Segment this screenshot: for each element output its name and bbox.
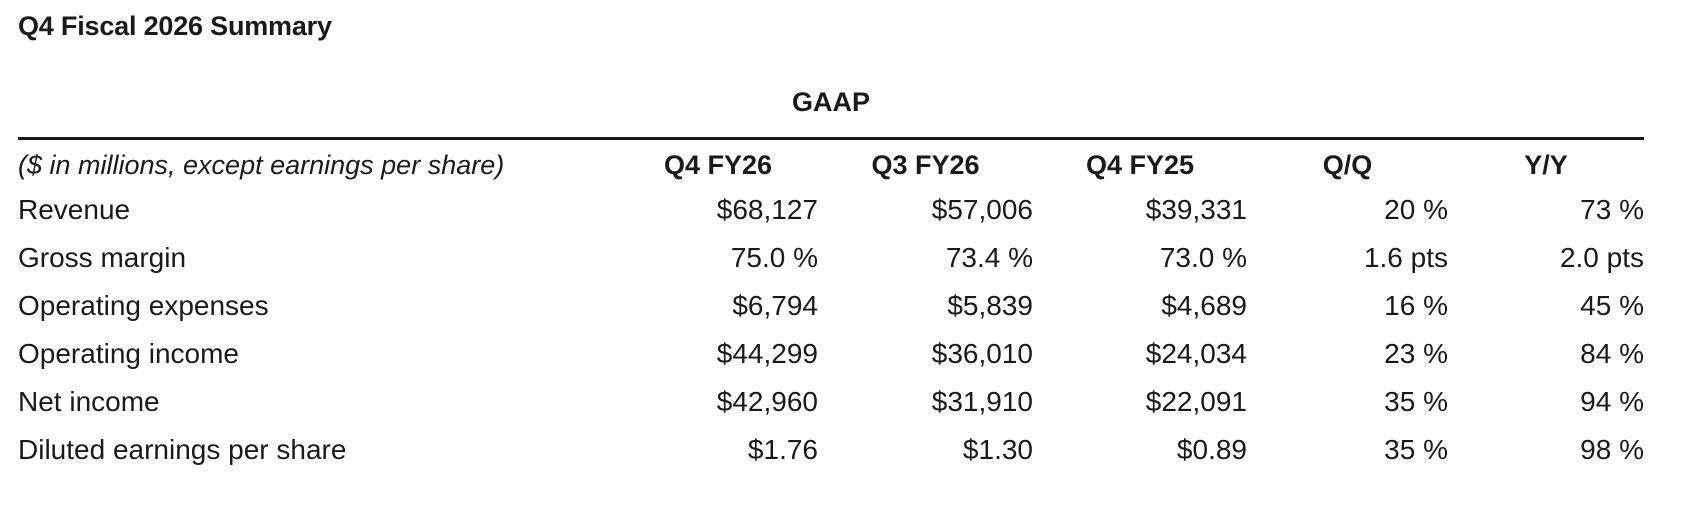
cell-value: 20 % — [1384, 194, 1448, 225]
cell-value: 23 % — [1384, 338, 1448, 369]
page-title: Q4 Fiscal 2026 Summary — [18, 11, 332, 41]
cell-value: 84 % — [1580, 338, 1644, 369]
column-header-yy: Y/Y — [1448, 137, 1644, 186]
header-row: ($ in millions, except earnings per shar… — [18, 137, 1644, 186]
cell-value: 73.4 % — [945, 242, 1033, 273]
gaap-summary-table: GAAP ($ in millions, except earnings per… — [18, 86, 1644, 474]
cell-value: 35 % — [1384, 434, 1448, 465]
cell-value: $68,127 — [716, 194, 818, 225]
column-header-qq: Q/Q — [1247, 137, 1448, 186]
cell-value: $0.89 — [1176, 434, 1247, 465]
table-row-operating-expenses: Operating expenses $6,794 $5,839 $4,689 … — [18, 282, 1644, 330]
page: Q4 Fiscal 2026 Summary GAAP ($ in millio… — [18, 11, 1644, 474]
cell-value: 45 % — [1580, 290, 1644, 321]
row-label: Gross margin — [18, 242, 187, 273]
cell-value: $44,299 — [716, 338, 818, 369]
row-label: Revenue — [18, 194, 131, 225]
cell-value: 35 % — [1384, 386, 1448, 417]
cell-value: 2.0 pts — [1559, 242, 1644, 273]
units-note: ($ in millions, except earnings per shar… — [18, 137, 618, 186]
column-header-q3fy26: Q3 FY26 — [818, 137, 1033, 186]
row-label: Operating income — [18, 338, 240, 369]
table-row-revenue: Revenue $68,127 $57,006 $39,331 20 % 73 … — [18, 186, 1644, 234]
cell-value: 98 % — [1580, 434, 1644, 465]
table-caption: GAAP — [791, 87, 870, 117]
cell-value: $39,331 — [1145, 194, 1247, 225]
cell-value: 75.0 % — [730, 242, 818, 273]
cell-value: $4,689 — [1161, 290, 1247, 321]
table-row-diluted-eps: Diluted earnings per share $1.76 $1.30 $… — [18, 426, 1644, 474]
cell-value: $1.76 — [747, 434, 818, 465]
cell-value: 73.0 % — [1159, 242, 1247, 273]
cell-value: $5,839 — [947, 290, 1033, 321]
cell-value: $36,010 — [931, 338, 1033, 369]
cell-value: $1.30 — [962, 434, 1033, 465]
table-row-operating-income: Operating income $44,299 $36,010 $24,034… — [18, 330, 1644, 378]
column-header-q4fy25: Q4 FY25 — [1033, 137, 1247, 186]
row-label: Net income — [18, 386, 160, 417]
cell-value: 73 % — [1580, 194, 1644, 225]
cell-value: $6,794 — [732, 290, 818, 321]
column-header-q4fy26: Q4 FY26 — [618, 137, 818, 186]
table-row-gross-margin: Gross margin 75.0 % 73.4 % 73.0 % 1.6 pt… — [18, 234, 1644, 282]
cell-value: 94 % — [1580, 386, 1644, 417]
row-label: Operating expenses — [18, 290, 269, 321]
cell-value: $31,910 — [931, 386, 1033, 417]
cell-value: $22,091 — [1145, 386, 1247, 417]
cell-value: $24,034 — [1145, 338, 1247, 369]
row-label: Diluted earnings per share — [18, 434, 347, 465]
cell-value: $42,960 — [716, 386, 818, 417]
cell-value: 1.6 pts — [1363, 242, 1448, 273]
cell-value: $57,006 — [931, 194, 1033, 225]
cell-value: 16 % — [1384, 290, 1448, 321]
table-row-net-income: Net income $42,960 $31,910 $22,091 35 % … — [18, 378, 1644, 426]
